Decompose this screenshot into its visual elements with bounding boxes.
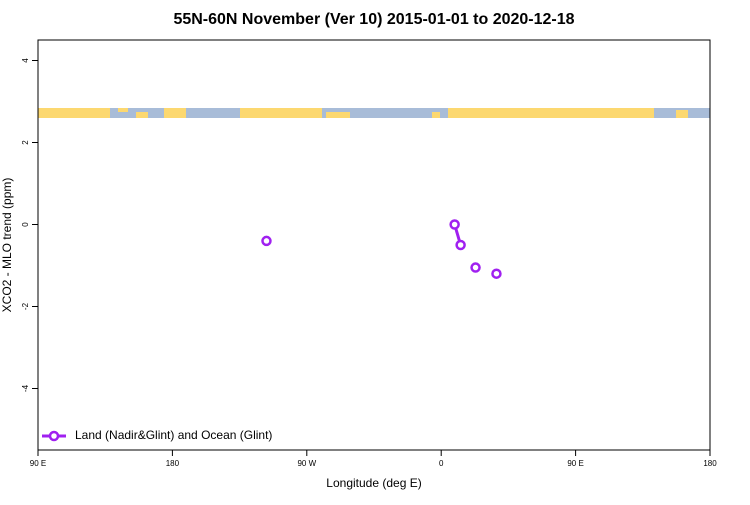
y-tick-label: 2 <box>21 140 30 145</box>
x-tick-label: 180 <box>703 459 717 468</box>
y-tick-label: 0 <box>21 222 30 227</box>
x-tick-label: 90 E <box>567 459 583 468</box>
data-point <box>261 235 272 247</box>
x-tick-label: 180 <box>166 459 180 468</box>
y-axis-label: XCO2 - MLO trend (ppm) <box>0 178 14 313</box>
data-point <box>470 262 481 273</box>
y-tick-label: 4 <box>21 58 30 63</box>
data-point <box>449 219 460 230</box>
data-point <box>491 268 502 279</box>
y-tick-label: -4 <box>21 384 30 392</box>
plot-frame <box>37 39 711 451</box>
x-tick-label: 0 <box>439 459 444 468</box>
x-axis-label: Longitude (deg E) <box>326 476 421 490</box>
chart-title: 55N-60N November (Ver 10) 2015-01-01 to … <box>173 11 574 28</box>
data-point <box>455 239 466 251</box>
x-tick-label: 90 E <box>30 459 46 468</box>
x-tick-label: 90 W <box>297 459 316 468</box>
legend-marker <box>48 430 60 442</box>
legend-label: Land (Nadir&Glint) and Ocean (Glint) <box>75 428 272 442</box>
map-strip <box>38 108 710 118</box>
y-tick-label: -2 <box>21 302 30 310</box>
